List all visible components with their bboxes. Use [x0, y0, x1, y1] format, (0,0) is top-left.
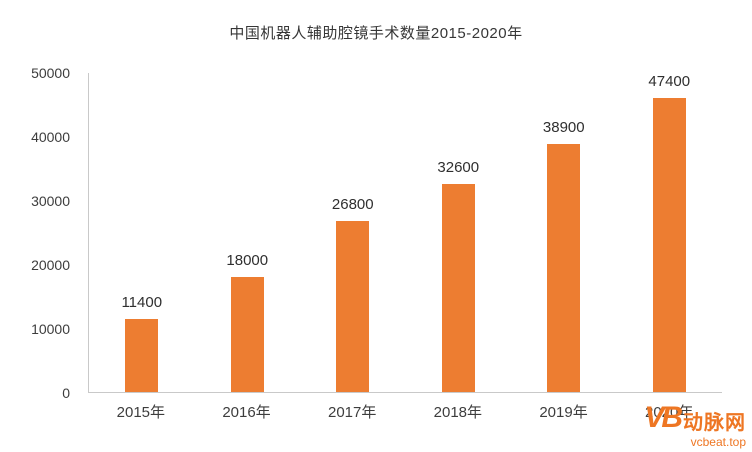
bar: [230, 277, 264, 392]
bar-slot: 38900: [511, 73, 617, 392]
plot-area: 11400 18000 26800 32600 38900 47400: [88, 73, 722, 393]
x-axis-label: 2016年: [222, 404, 271, 421]
y-axis: 0 10000 20000 30000 40000 50000: [0, 65, 80, 401]
bar-slot: 11400: [89, 73, 195, 392]
bar: [441, 184, 475, 392]
y-tick-label: 40000: [31, 129, 70, 145]
bar: [547, 143, 581, 392]
y-tick-label: 10000: [31, 321, 70, 337]
x-axis-label: 2017年: [327, 404, 377, 421]
bar-slot: 18000: [195, 73, 301, 392]
x-axis-label: 2018年: [433, 404, 483, 421]
bar-value-label: 32600: [437, 159, 480, 177]
vb-logo-icon: VB: [644, 401, 683, 434]
bar-slot: 26800: [300, 73, 406, 392]
bar-slot: 32600: [406, 73, 512, 392]
bar-value-label: 47400: [648, 73, 691, 90]
bar-value-label: 11400: [121, 294, 163, 312]
x-axis-label: 2015年: [116, 404, 166, 421]
chart-title: 中国机器人辅助腔镜手术数量2015-2020年: [229, 25, 523, 42]
watermark-row: VB 动脉网: [644, 401, 746, 434]
x-axis-label: 2019年: [539, 404, 588, 421]
bar-value-label: 26800: [331, 196, 374, 214]
watermark: VB 动脉网 vcbeat.top: [644, 401, 746, 449]
bar-value-label: 38900: [542, 118, 585, 136]
bar-value-label: 18000: [226, 252, 269, 270]
bar: [125, 319, 159, 392]
y-tick-label: 50000: [31, 65, 70, 81]
watermark-url: vcbeat.top: [690, 435, 746, 449]
bar-slot: 47400: [617, 73, 723, 392]
y-tick-label: 20000: [31, 257, 70, 273]
watermark-name: 动脉网: [683, 412, 746, 434]
x-axis: 2015年 2016年 2017年 2018年 2019年 2020年: [88, 401, 722, 422]
x-axis-label: 2020年: [645, 404, 694, 421]
bar: [652, 98, 686, 392]
bar: [336, 221, 370, 392]
y-tick-label: 30000: [31, 193, 70, 209]
y-tick-label: 0: [62, 385, 70, 401]
